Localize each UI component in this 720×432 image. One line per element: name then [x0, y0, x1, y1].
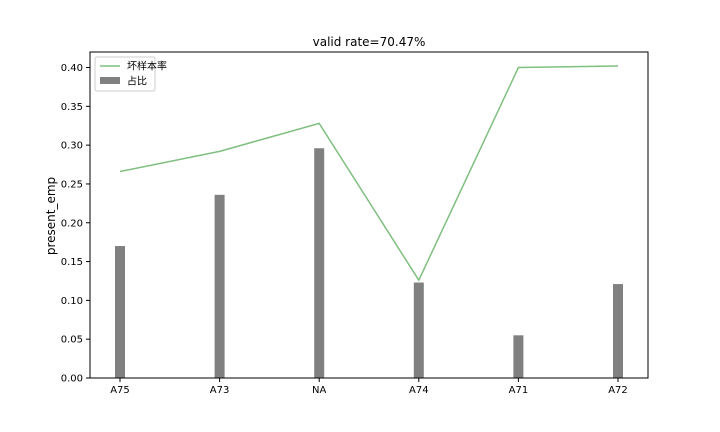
x-tick-label: A75: [110, 385, 130, 396]
plot-frame: [89, 51, 649, 379]
y-tick-label: 0.05: [61, 335, 83, 346]
bar-a74: [413, 282, 424, 378]
y-tick-label: 0.40: [61, 63, 83, 74]
bar-a75: [115, 246, 125, 378]
legend-swatch-share: [100, 77, 120, 84]
bar-a73: [214, 194, 225, 378]
y-tick-label: 0.10: [61, 296, 83, 307]
y-tick-label: 0.20: [61, 218, 83, 229]
legend-label-bad-rate: 坏样本率: [127, 60, 167, 73]
y-axis-label: present_emp: [44, 177, 58, 255]
y-tick-label: 0.15: [61, 257, 83, 268]
plot-area: 0.00 0.05 0.10 0.15 0.20 0.25 0.30 0.35 0.40 A75 A…: [61, 51, 649, 396]
x-tick-label: A73: [210, 385, 230, 396]
y-tick-label: 0.25: [61, 179, 83, 190]
y-tick-label: 0.00: [61, 374, 83, 385]
bar-na: [314, 148, 325, 378]
bar-a71: [513, 335, 524, 378]
x-tick-label: NA: [312, 385, 326, 396]
x-tick-label: A74: [409, 385, 429, 396]
line-series-bad-rate: [119, 65, 619, 282]
legend-label-share: 占比: [127, 75, 147, 88]
chart-title: valid rate=70.47%: [313, 35, 426, 49]
x-tick-label: A72: [608, 385, 628, 396]
y-tick-label: 0.35: [61, 102, 83, 113]
y-tick-label: 0.30: [61, 141, 83, 152]
x-tick-label: A71: [509, 385, 529, 396]
bar-a72: [613, 284, 623, 378]
